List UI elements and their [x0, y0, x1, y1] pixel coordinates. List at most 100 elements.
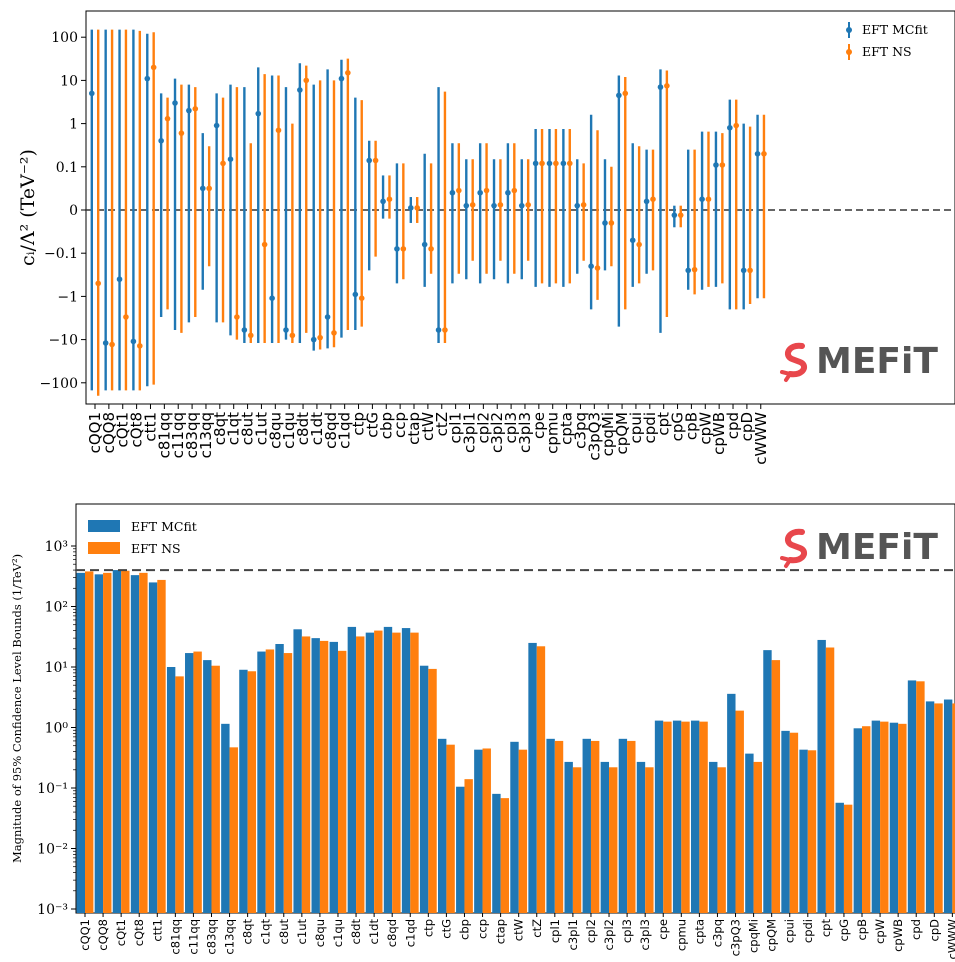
bar	[663, 721, 672, 913]
bar	[654, 720, 664, 913]
legend: EFT MCfit EFT NS	[846, 22, 928, 60]
x-tick-label: cpWB	[891, 919, 905, 952]
central-point	[539, 160, 545, 167]
x-tick-label: c8qt	[241, 919, 255, 945]
bar	[85, 571, 94, 913]
central-point	[150, 64, 157, 71]
bar	[745, 753, 754, 913]
bar	[464, 779, 473, 913]
x-tick-label: c81qq	[155, 412, 173, 458]
x-tick-label: c8qu	[313, 919, 327, 947]
central-point	[657, 84, 664, 90]
x-tick-label: cpQM	[613, 412, 631, 455]
bar	[157, 579, 166, 913]
central-point	[178, 130, 185, 136]
central-point	[622, 90, 629, 97]
x-tick-label: ctW	[512, 919, 526, 941]
central-point	[588, 263, 594, 270]
x-tick-label: cpl2	[584, 919, 598, 943]
x-tick-label: ctap	[494, 919, 508, 944]
central-point	[553, 160, 559, 167]
x-tick-label: ctt1	[141, 412, 159, 442]
bar	[419, 665, 429, 913]
bar	[275, 643, 284, 913]
bar	[609, 767, 618, 913]
x-tick-label: ctZ	[530, 919, 544, 938]
x-tick-label: c8qd	[322, 412, 340, 449]
x-tick-label: cbp	[377, 412, 395, 439]
central-point	[421, 241, 428, 248]
bar	[717, 767, 726, 913]
bar	[898, 723, 907, 913]
central-point	[761, 150, 767, 157]
central-point	[324, 314, 331, 320]
central-point	[505, 189, 511, 196]
logo-s-mark	[784, 342, 808, 378]
x-tick-label: cpd	[724, 412, 742, 439]
x-tick-label: ctZ	[433, 412, 451, 436]
central-point	[616, 92, 622, 99]
legend-entry: EFT NS	[131, 541, 181, 556]
central-point	[435, 327, 442, 333]
central-point	[213, 122, 220, 129]
bar	[374, 630, 383, 913]
series-ns	[95, 29, 767, 396]
bar	[925, 701, 935, 913]
central-point	[338, 75, 345, 82]
bar	[492, 793, 501, 913]
x-tick-label: c1dt	[367, 919, 381, 945]
central-point	[164, 115, 171, 122]
central-point	[566, 160, 573, 167]
y-axis-label: Magnitude of 95% Confidence Level Bounds…	[10, 554, 24, 863]
x-tick-label: cpqMi	[599, 412, 617, 456]
x-tick-label: cpW	[696, 412, 714, 445]
bar	[337, 650, 347, 913]
x-tick-label: c3pl3	[516, 412, 534, 453]
bar	[699, 721, 708, 913]
central-point	[247, 332, 254, 339]
x-tick-label: c3pl1	[566, 919, 580, 950]
central-point	[380, 198, 386, 205]
central-point	[192, 106, 199, 112]
bar	[916, 681, 925, 913]
bars-mcfit	[76, 570, 953, 913]
bar	[799, 749, 808, 913]
x-tick-label: ccp	[391, 412, 409, 438]
x-tick-label: cpd	[909, 919, 923, 940]
x-tick-label: cpl2	[474, 412, 492, 443]
bar	[456, 786, 465, 913]
x-tick-label: c1qt	[225, 412, 243, 445]
bar	[365, 632, 375, 913]
central-point	[220, 160, 226, 167]
central-point	[685, 267, 692, 274]
bar	[193, 651, 202, 913]
bar	[880, 721, 889, 913]
x-tick-label: ctt1	[150, 919, 164, 942]
x-tick-label: c1dt	[308, 412, 326, 445]
central-point	[366, 157, 373, 164]
x-tick-label: cpB	[682, 412, 700, 440]
y-tick-label: 10⁻²	[37, 842, 68, 858]
x-tick-label: cpt	[819, 919, 833, 938]
bar	[807, 750, 817, 913]
x-tick-label: c3pl1	[460, 412, 478, 453]
bar	[283, 653, 293, 913]
bar	[293, 629, 302, 913]
central-point	[297, 87, 303, 93]
x-tick-label: cpta	[692, 919, 706, 944]
x-tick-label: cWWW	[945, 919, 955, 959]
bar	[536, 646, 546, 913]
central-point	[580, 202, 587, 208]
bar	[825, 647, 835, 913]
central-point	[740, 267, 747, 274]
central-point	[677, 212, 684, 218]
x-tick-label: c8ut	[239, 412, 257, 445]
x-tick-label: c1qt	[259, 919, 273, 945]
central-point	[331, 330, 337, 336]
bar	[771, 660, 781, 913]
x-tick-label: cQQ1	[78, 919, 92, 951]
central-point	[89, 90, 95, 97]
y-tick-label: −1	[57, 289, 78, 305]
bar	[952, 703, 955, 913]
central-point	[95, 280, 101, 287]
